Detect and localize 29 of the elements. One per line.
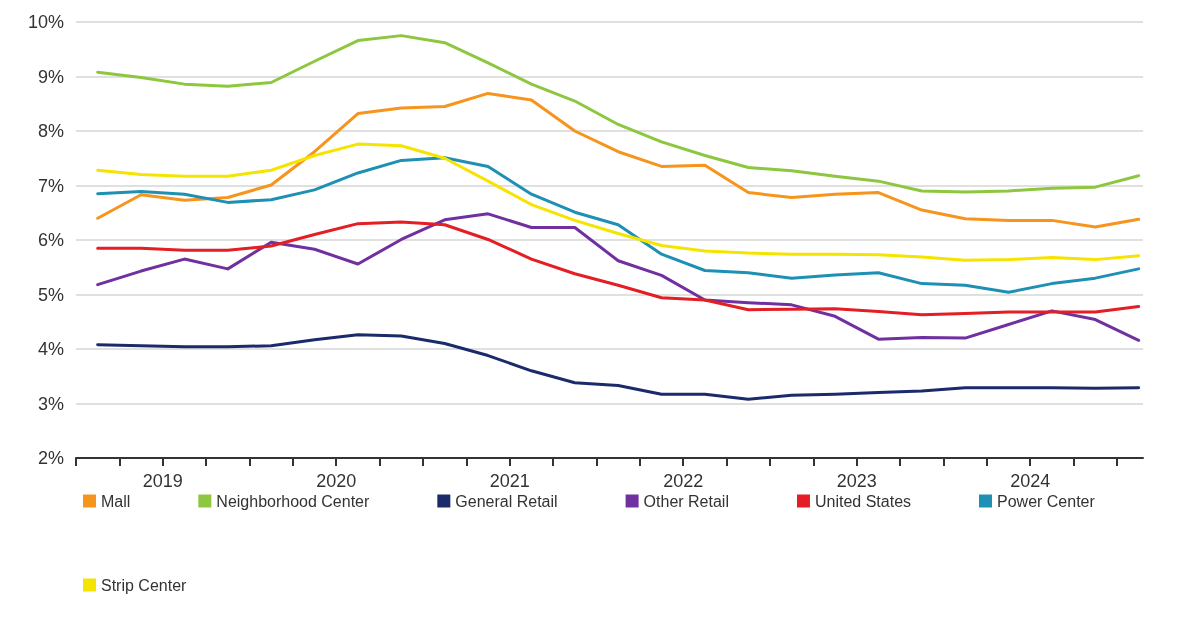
y-tick-label: 2%	[37, 448, 64, 468]
y-tick-label: 10%	[27, 12, 64, 32]
y-tick-label: 8%	[37, 121, 64, 141]
y-tick-label: 6%	[37, 230, 64, 250]
legend-label: Strip Center	[101, 576, 188, 594]
legend-label: Other Retail	[643, 492, 729, 510]
line-series	[96, 220, 1141, 317]
y-tick-label: 9%	[37, 66, 64, 87]
legend-label: Mall	[101, 492, 131, 510]
line-series	[96, 212, 1141, 342]
legend-label: Power Center	[997, 492, 1096, 510]
x-tick-label: 2021	[489, 471, 530, 491]
x-tick-label: 2024	[1010, 471, 1051, 491]
y-tick-label: 3%	[37, 393, 64, 414]
line-series	[96, 156, 1141, 294]
x-tick-label: 2022	[663, 471, 704, 491]
x-tick-label: 2023	[836, 471, 877, 491]
x-tick-label: 2019	[142, 471, 183, 491]
y-tick-label: 5%	[37, 284, 64, 305]
line-series	[96, 333, 1141, 401]
line-series	[96, 34, 1141, 194]
legend-label: Neighborhood Center	[216, 492, 370, 510]
legend-label: General Retail	[455, 492, 558, 510]
y-tick-label: 7%	[37, 175, 64, 196]
legend-label: United States	[814, 492, 912, 510]
x-tick-label: 2020	[316, 471, 357, 491]
y-tick-label: 4%	[37, 339, 64, 359]
line-series	[96, 91, 1141, 229]
line-series	[96, 142, 1141, 262]
